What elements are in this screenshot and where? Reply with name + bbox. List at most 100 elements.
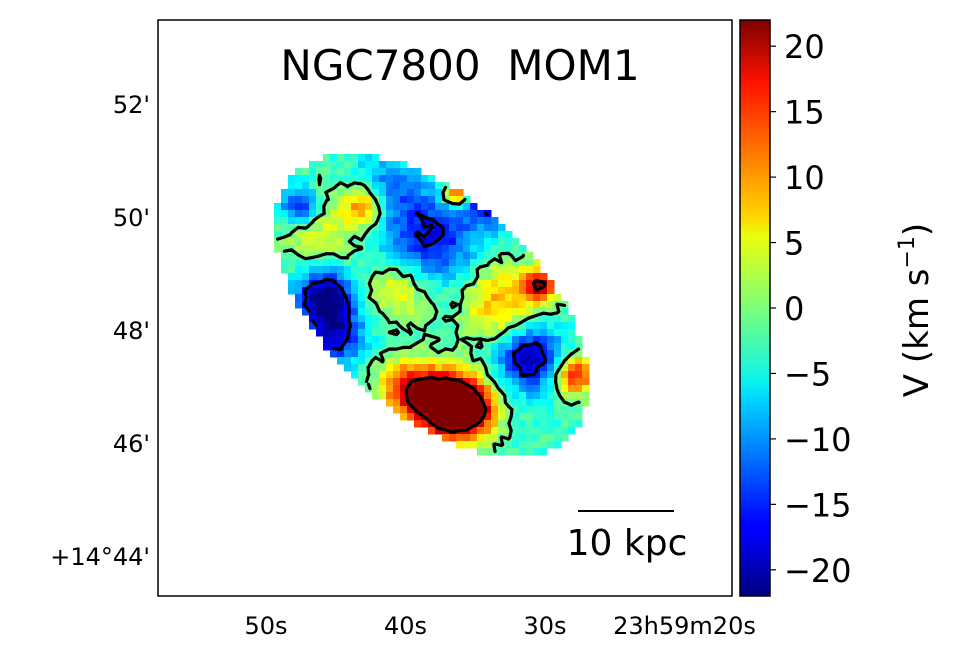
heatmap-cell xyxy=(372,343,380,351)
heatmap-cell xyxy=(505,427,513,435)
heatmap-cell xyxy=(505,315,513,323)
heatmap-cell xyxy=(407,392,415,400)
heatmap-cell xyxy=(407,266,415,274)
heatmap-cell xyxy=(519,427,527,435)
heatmap-cell xyxy=(288,203,296,211)
heatmap-cell xyxy=(484,420,492,428)
heatmap-cell xyxy=(519,308,527,316)
heatmap-cell xyxy=(372,161,380,169)
heatmap-cell xyxy=(393,336,401,344)
heatmap-cell xyxy=(316,224,324,232)
heatmap-cell xyxy=(540,420,548,428)
heatmap-cell xyxy=(428,350,436,358)
heatmap-cell xyxy=(470,343,478,351)
heatmap-cell xyxy=(505,441,513,449)
heatmap-cell xyxy=(463,399,471,407)
heatmap-cell xyxy=(519,392,527,400)
heatmap-cell xyxy=(379,203,387,211)
heatmap-cell xyxy=(533,280,541,288)
heatmap-cell xyxy=(330,259,338,267)
heatmap-cell xyxy=(547,427,555,435)
heatmap-cell xyxy=(547,308,555,316)
heatmap-cell xyxy=(372,252,380,260)
heatmap-cell xyxy=(456,434,464,442)
heatmap-cell xyxy=(365,315,373,323)
heatmap-cell xyxy=(288,273,296,281)
heatmap-cell xyxy=(323,329,331,337)
heatmap-cell xyxy=(386,371,394,379)
heatmap-cell xyxy=(484,441,492,449)
heatmap-cell xyxy=(435,259,443,267)
heatmap-cell xyxy=(484,287,492,295)
heatmap-cell xyxy=(393,259,401,267)
heatmap-cell xyxy=(463,294,471,302)
heatmap-cell xyxy=(358,210,366,218)
heatmap-cell xyxy=(316,259,324,267)
heatmap-cell xyxy=(505,308,513,316)
heatmap-cell xyxy=(554,329,562,337)
heatmap-cell xyxy=(295,217,303,225)
heatmap-cell xyxy=(498,336,506,344)
heatmap-cell xyxy=(400,350,408,358)
heatmap-cell xyxy=(379,280,387,288)
heatmap-cell xyxy=(295,231,303,239)
heatmap-cell xyxy=(344,357,352,365)
heatmap-cell xyxy=(491,301,499,309)
heatmap-cell xyxy=(365,308,373,316)
heatmap-cell xyxy=(414,399,422,407)
heatmap-cell xyxy=(414,315,422,323)
heatmap-cell xyxy=(435,217,443,225)
heatmap-cell xyxy=(372,266,380,274)
heatmap-cell xyxy=(477,420,485,428)
heatmap-cell xyxy=(484,308,492,316)
heatmap-cell xyxy=(302,273,310,281)
heatmap-cell xyxy=(344,196,352,204)
heatmap-cell xyxy=(505,245,513,253)
heatmap-cell xyxy=(435,308,443,316)
heatmap-cell xyxy=(470,364,478,372)
heatmap-cell xyxy=(491,329,499,337)
heatmap-cell xyxy=(386,287,394,295)
heatmap-cell xyxy=(421,420,429,428)
heatmap-cell xyxy=(379,322,387,330)
heatmap-cell xyxy=(463,217,471,225)
heatmap-cell xyxy=(428,231,436,239)
heatmap-cell xyxy=(484,280,492,288)
heatmap-cell xyxy=(393,238,401,246)
heatmap-cell xyxy=(351,203,359,211)
heatmap-cell xyxy=(463,315,471,323)
heatmap-cell xyxy=(456,385,464,393)
heatmap-cell xyxy=(386,280,394,288)
heatmap-cell xyxy=(428,329,436,337)
heatmap-cell xyxy=(526,336,534,344)
heatmap-cell xyxy=(414,406,422,414)
heatmap-cell xyxy=(344,364,352,372)
heatmap-cell xyxy=(449,245,457,253)
heatmap-cell xyxy=(400,301,408,309)
heatmap-cell xyxy=(568,427,576,435)
heatmap-cell xyxy=(400,336,408,344)
heatmap-cell xyxy=(358,301,366,309)
heatmap-cell xyxy=(421,357,429,365)
heatmap-cell xyxy=(470,399,478,407)
heatmap-cell xyxy=(330,266,338,274)
heatmap-cell xyxy=(421,343,429,351)
heatmap-cell xyxy=(295,175,303,183)
heatmap-cell xyxy=(526,434,534,442)
heatmap-cell xyxy=(512,441,520,449)
heatmap-cell xyxy=(449,273,457,281)
heatmap-cell xyxy=(456,266,464,274)
heatmap-cell xyxy=(505,357,513,365)
heatmap-cell xyxy=(533,343,541,351)
heatmap-cell xyxy=(568,329,576,337)
heatmap-cell xyxy=(421,350,429,358)
heatmap-cell xyxy=(407,308,415,316)
heatmap-cell xyxy=(393,224,401,232)
heatmap-cell xyxy=(442,189,450,197)
heatmap-cell xyxy=(414,371,422,379)
heatmap-cell xyxy=(274,224,282,232)
heatmap-cell xyxy=(547,329,555,337)
heatmap-cell xyxy=(491,294,499,302)
heatmap-cell xyxy=(435,371,443,379)
heatmap-cell xyxy=(561,336,569,344)
